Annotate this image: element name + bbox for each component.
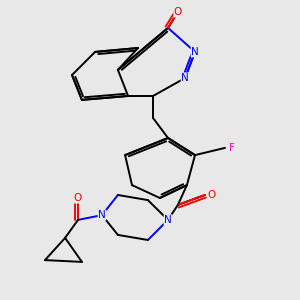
- Text: N: N: [181, 73, 189, 83]
- Text: N: N: [164, 215, 172, 225]
- Text: F: F: [229, 143, 235, 153]
- Text: N: N: [98, 210, 106, 220]
- Text: O: O: [174, 7, 182, 17]
- Text: N: N: [191, 47, 199, 57]
- Text: O: O: [207, 190, 216, 200]
- Text: O: O: [74, 193, 82, 203]
